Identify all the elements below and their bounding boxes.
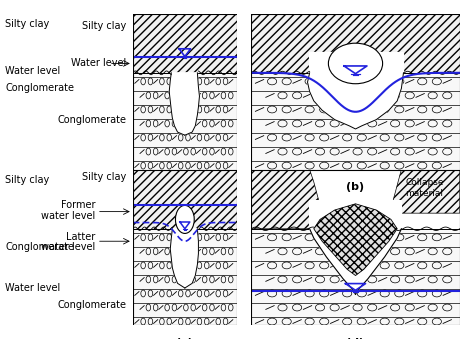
Polygon shape <box>170 229 199 288</box>
Text: Latter: Latter <box>66 232 96 242</box>
Bar <box>251 73 460 170</box>
Text: Conglomerate: Conglomerate <box>5 83 74 94</box>
Bar <box>251 229 460 325</box>
Text: (a): (a) <box>176 182 194 192</box>
Bar <box>133 14 237 73</box>
Text: Conglomerate: Conglomerate <box>5 242 74 253</box>
Text: Silty clay: Silty clay <box>82 21 126 31</box>
Bar <box>251 14 460 73</box>
Polygon shape <box>310 201 401 294</box>
Circle shape <box>328 43 383 84</box>
Text: water level: water level <box>41 242 96 253</box>
Polygon shape <box>314 204 397 276</box>
Text: Water level: Water level <box>71 58 126 68</box>
Text: (c): (c) <box>176 338 193 339</box>
Text: (b): (b) <box>346 182 365 192</box>
Bar <box>133 73 237 170</box>
Polygon shape <box>308 53 403 129</box>
Text: (d): (d) <box>346 338 365 339</box>
Bar <box>133 229 237 325</box>
Polygon shape <box>389 170 460 229</box>
Polygon shape <box>251 170 322 229</box>
Text: Conglomerate: Conglomerate <box>57 300 126 310</box>
Text: Conglomerate: Conglomerate <box>57 115 126 125</box>
Polygon shape <box>169 73 200 135</box>
Text: Water level: Water level <box>5 283 60 293</box>
Bar <box>133 170 237 229</box>
Text: Collapse
material: Collapse material <box>406 178 444 198</box>
Text: Silty clay: Silty clay <box>5 19 49 29</box>
Text: Silty clay: Silty clay <box>5 175 49 185</box>
Text: Water level: Water level <box>5 66 60 76</box>
Text: Former: Former <box>61 200 96 211</box>
Circle shape <box>175 205 194 234</box>
Text: Silty clay: Silty clay <box>82 172 126 182</box>
Text: water level: water level <box>41 211 96 221</box>
